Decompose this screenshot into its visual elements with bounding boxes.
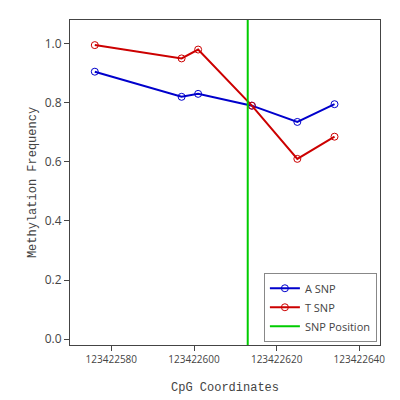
svg-text:123422600: 123422600: [168, 352, 220, 366]
svg-text:123422620: 123422620: [251, 352, 303, 366]
svg-text:0.6: 0.6: [45, 153, 62, 170]
svg-text:123422580: 123422580: [86, 352, 138, 366]
svg-text:T SNP: T SNP: [305, 300, 335, 315]
svg-text:0.8: 0.8: [45, 94, 62, 111]
svg-text:1.0: 1.0: [45, 35, 62, 52]
svg-text:0.0: 0.0: [45, 330, 62, 347]
svg-text:SNP Position: SNP Position: [305, 319, 370, 334]
svg-text:CpG Coordinates: CpG Coordinates: [171, 381, 279, 395]
svg-text:0.4: 0.4: [45, 212, 62, 229]
svg-text:A SNP: A SNP: [305, 281, 336, 296]
svg-text:0.2: 0.2: [45, 271, 62, 288]
svg-text:Methylation Frequency: Methylation Frequency: [26, 107, 40, 258]
svg-text:123422640: 123422640: [334, 352, 386, 366]
